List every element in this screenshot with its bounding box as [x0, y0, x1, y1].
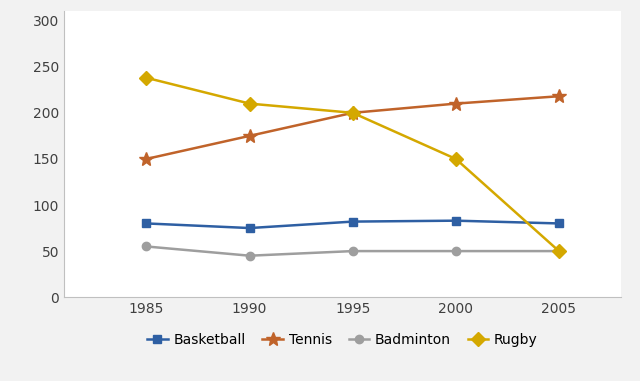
Legend: Basketball, Tennis, Badminton, Rugby: Basketball, Tennis, Badminton, Rugby: [141, 327, 543, 352]
Tennis: [143, 157, 150, 161]
Basketball: [143, 221, 150, 226]
Basketball: [555, 221, 563, 226]
Badminton: [246, 253, 253, 258]
Line: Rugby: Rugby: [141, 73, 564, 256]
Line: Tennis: Tennis: [140, 89, 566, 166]
Rugby: [349, 110, 356, 115]
Basketball: [349, 219, 356, 224]
Basketball: [452, 218, 460, 223]
Tennis: [555, 94, 563, 99]
Rugby: [246, 101, 253, 106]
Rugby: [452, 157, 460, 161]
Badminton: [143, 244, 150, 249]
Rugby: [143, 75, 150, 80]
Rugby: [555, 249, 563, 253]
Tennis: [452, 101, 460, 106]
Tennis: [246, 134, 253, 138]
Basketball: [246, 226, 253, 231]
Badminton: [349, 249, 356, 253]
Line: Badminton: Badminton: [142, 242, 563, 260]
Line: Basketball: Basketball: [142, 216, 563, 232]
Badminton: [555, 249, 563, 253]
Badminton: [452, 249, 460, 253]
Tennis: [349, 110, 356, 115]
